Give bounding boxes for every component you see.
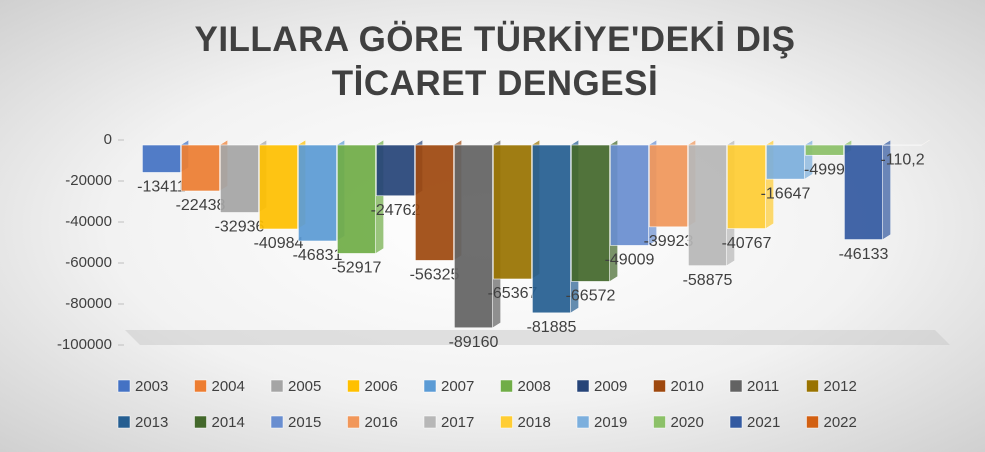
bar	[337, 144, 376, 254]
bar	[142, 144, 181, 173]
legend-swatch	[117, 379, 131, 393]
legend-swatch	[194, 379, 207, 393]
bar	[415, 144, 454, 261]
bar	[844, 144, 883, 240]
y-tick-label: 0	[104, 131, 112, 148]
legend-label: 2014	[212, 414, 245, 431]
legend-label: 2019	[594, 414, 627, 431]
legend-label: 2006	[365, 378, 398, 395]
data-label: -40767	[722, 235, 772, 252]
legend-label: 2012	[824, 378, 857, 395]
data-label: -46133	[839, 246, 889, 263]
legend-swatch	[117, 415, 131, 429]
data-label: -110,2	[880, 151, 924, 168]
data-label: -58875	[683, 272, 733, 289]
bar	[610, 144, 649, 246]
data-label: -89160	[449, 334, 499, 351]
data-label: -40984	[254, 235, 304, 252]
legend-label: 2007	[441, 378, 474, 395]
data-label: -49009	[605, 252, 655, 269]
legend-swatch	[423, 415, 437, 429]
data-label: -56325	[410, 267, 460, 284]
legend-swatch	[347, 415, 360, 429]
data-label: -16647	[761, 185, 811, 202]
data-label: -52917	[332, 260, 382, 277]
bar	[688, 144, 727, 266]
legend-swatch	[194, 415, 207, 429]
data-label: -66572	[566, 288, 616, 305]
legend-label: 2009	[594, 378, 627, 395]
legend-label: 2018	[518, 414, 551, 431]
legend-swatch	[576, 415, 590, 429]
legend-label: 2011	[747, 378, 779, 395]
legend-swatch	[729, 379, 743, 393]
bar	[532, 144, 571, 314]
bar	[259, 144, 298, 230]
legend-swatch	[653, 415, 666, 429]
data-label: -4999	[804, 161, 845, 178]
data-label: -32936	[215, 219, 265, 236]
legend-label: 2016	[365, 414, 398, 431]
chart-title: YILLARA GÖRE TÜRKİYE'DEKİ DIŞ TİCARET DE…	[194, 20, 796, 103]
legend-label: 2021	[747, 414, 780, 431]
legend-swatch	[806, 379, 819, 393]
data-label: -81885	[527, 319, 577, 336]
y-tick-label: -60000	[65, 254, 112, 271]
bar	[649, 144, 688, 228]
legend-swatch	[270, 379, 284, 393]
bar	[727, 144, 766, 229]
data-label: -13411	[137, 179, 186, 196]
legend-label: 2010	[671, 378, 704, 395]
legend-label: 2017	[441, 414, 474, 431]
legend-label: 2004	[212, 378, 245, 395]
bar	[493, 144, 532, 280]
legend-swatch	[576, 379, 590, 393]
legend-swatch	[806, 415, 819, 429]
bar-side	[921, 139, 930, 146]
legend-swatch	[653, 379, 666, 393]
legend-swatch	[423, 379, 437, 393]
legend-swatch	[729, 415, 743, 429]
y-tick-label: -20000	[65, 172, 112, 189]
legend-swatch	[500, 379, 513, 393]
bar	[181, 144, 220, 192]
floor	[125, 330, 950, 345]
legend-label: 2013	[135, 414, 168, 431]
data-label: -39923	[644, 233, 694, 250]
legend-label: 2005	[288, 378, 321, 395]
legend-swatch	[270, 415, 284, 429]
data-label: -22438	[176, 197, 226, 214]
legend-swatch	[347, 379, 360, 393]
legend-label: 2008	[518, 378, 551, 395]
legend-label: 2003	[135, 378, 168, 395]
bar	[805, 144, 844, 156]
bar	[220, 144, 259, 213]
bar	[454, 144, 493, 329]
bar	[376, 144, 415, 197]
data-label: -46831	[293, 247, 343, 264]
legend-label: 2022	[824, 414, 857, 431]
legend-label: 2015	[288, 414, 321, 431]
legend-swatch	[500, 415, 513, 429]
bar	[571, 144, 610, 282]
y-tick-label: -40000	[65, 213, 112, 230]
y-tick-label: -100000	[57, 336, 112, 353]
legend-label: 2020	[671, 414, 704, 431]
y-tick-label: -80000	[65, 295, 112, 312]
bar	[766, 144, 805, 180]
data-label: -24762	[371, 202, 421, 219]
bar	[298, 144, 337, 242]
data-label: -65367	[488, 285, 538, 302]
